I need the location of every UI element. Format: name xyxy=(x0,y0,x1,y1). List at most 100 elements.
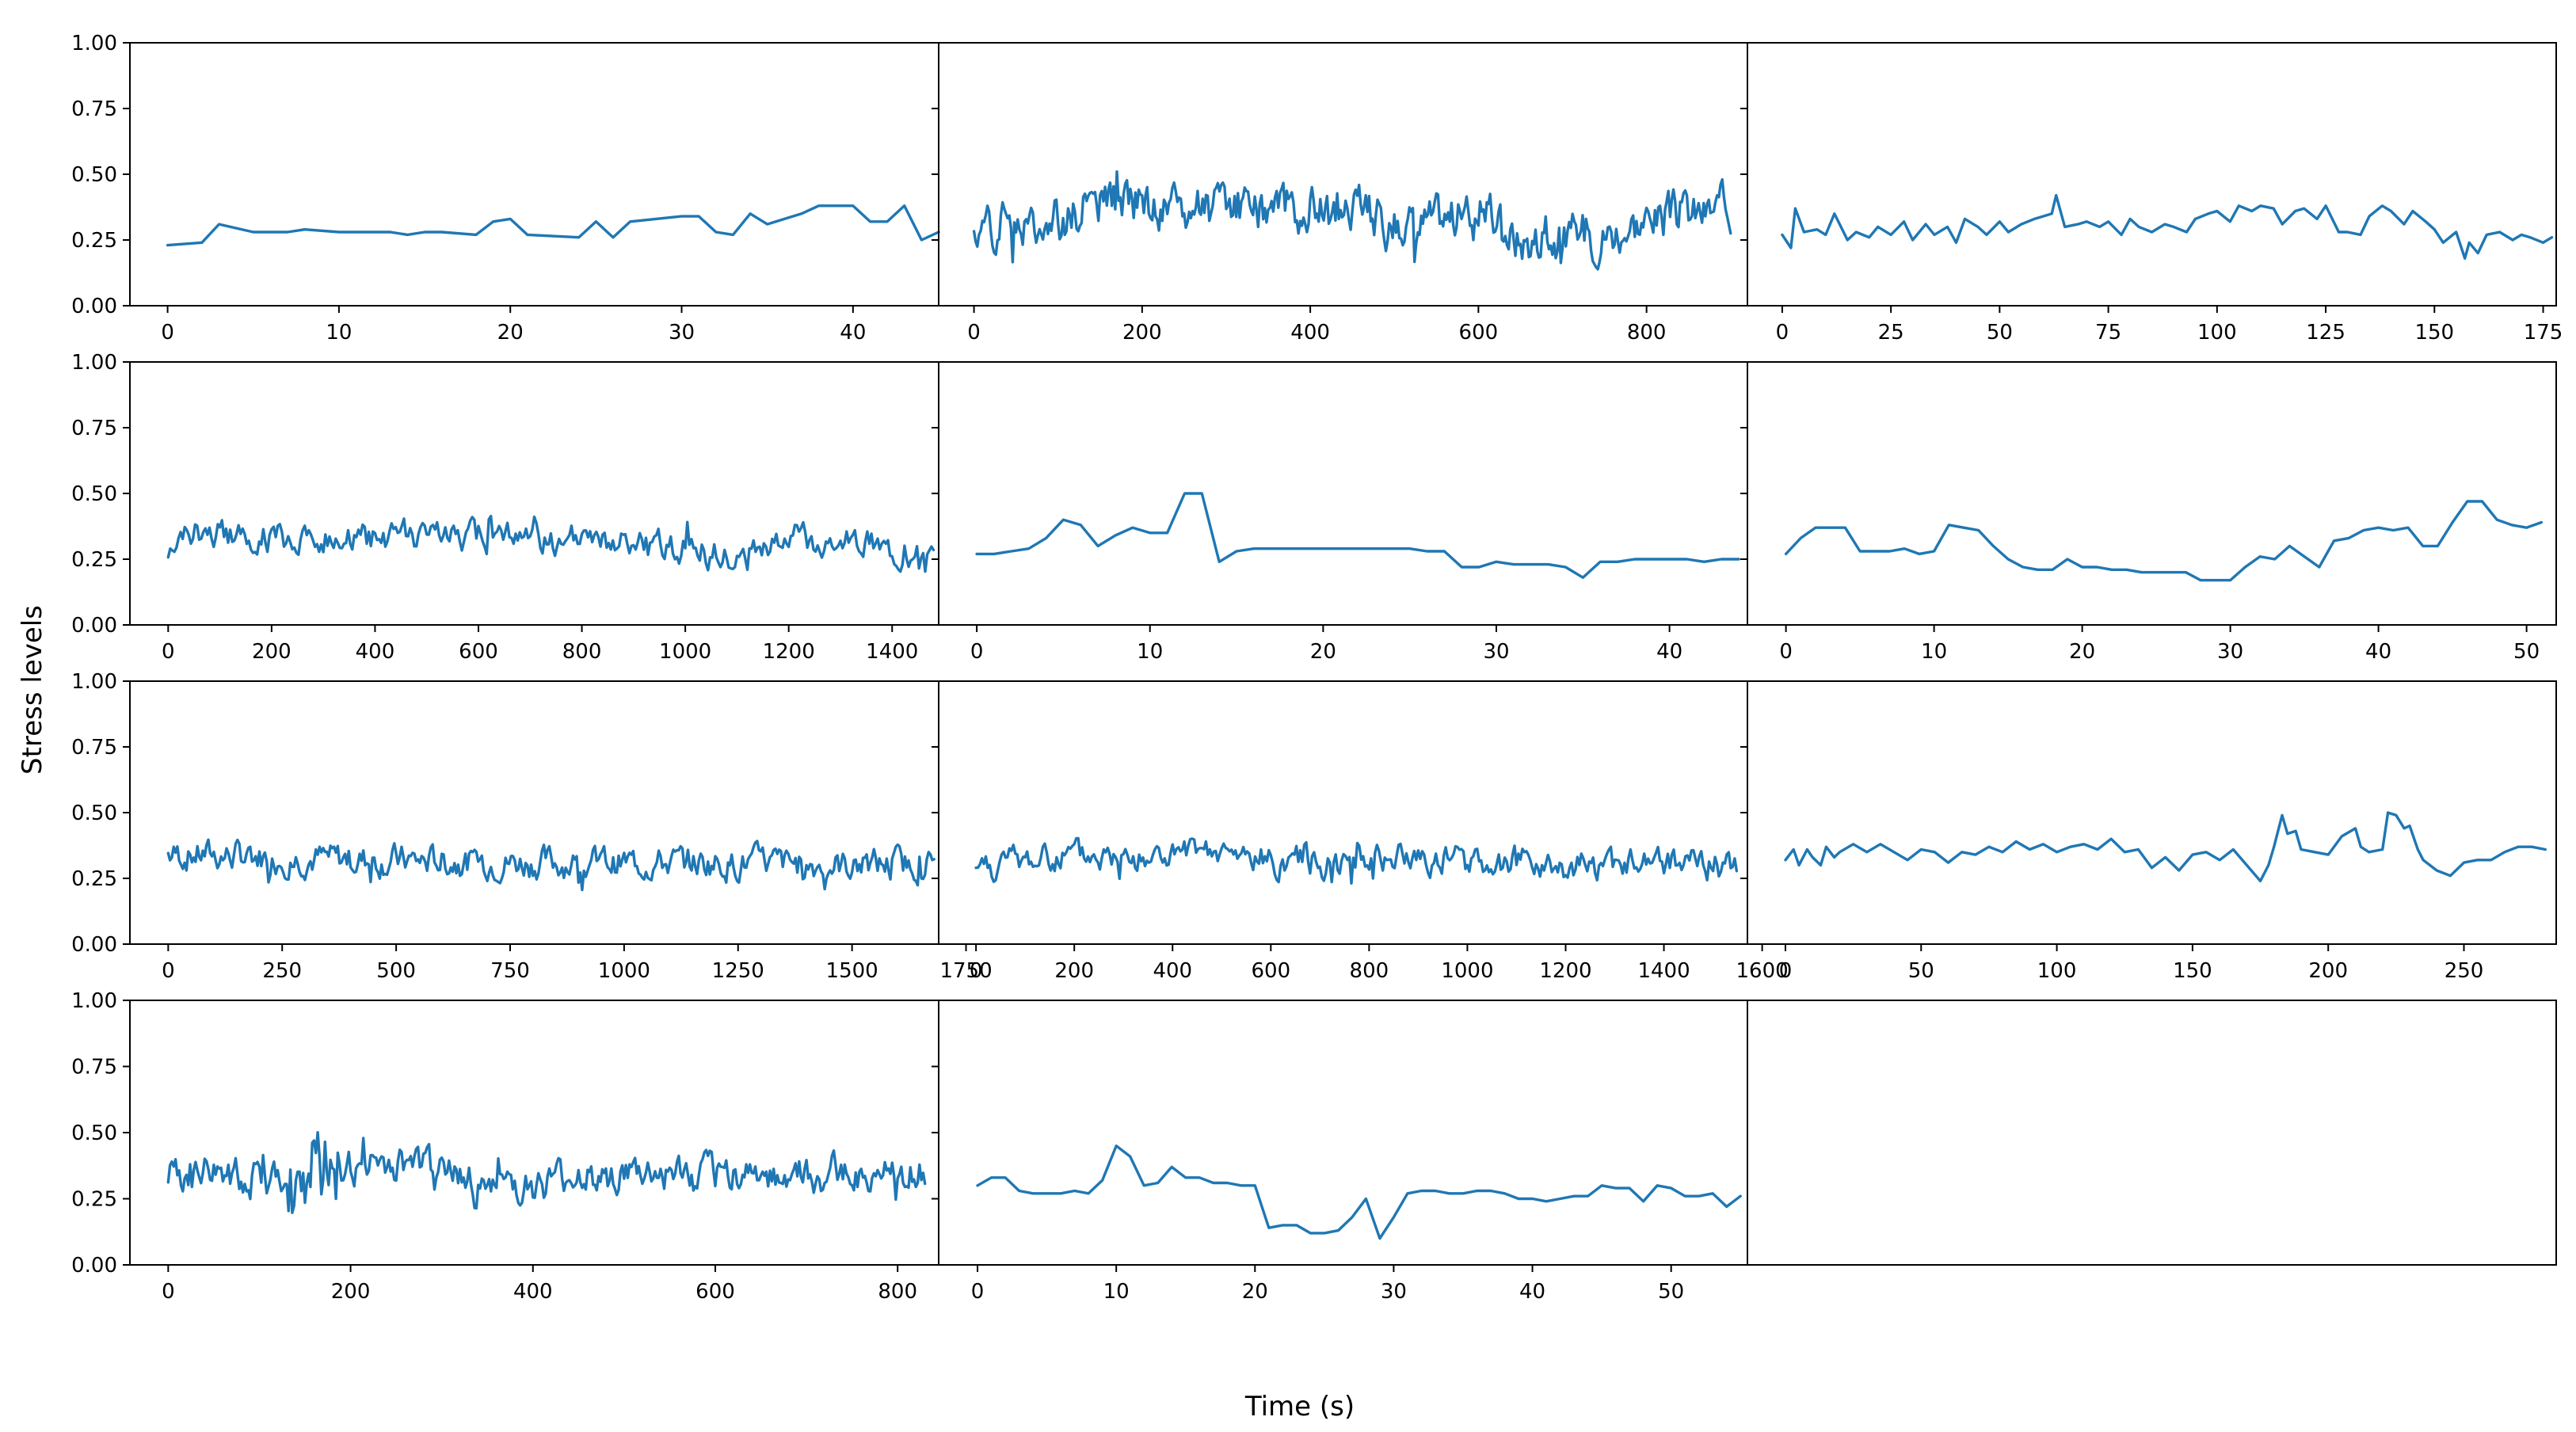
x-tick-label: 250 xyxy=(262,959,302,983)
x-tick-label: 1200 xyxy=(1539,959,1591,983)
x-tick-label: 600 xyxy=(459,640,498,664)
x-tick-label: 600 xyxy=(1251,959,1290,983)
panel-3: 0 25 50 75 100 125 150 175 xyxy=(1740,42,2563,345)
y-tick-label: 1.00 xyxy=(71,32,117,55)
x-tick-label: 400 xyxy=(513,1280,553,1304)
x-tick-label: 10 xyxy=(326,321,352,345)
x-tick-label: 1400 xyxy=(1637,959,1690,983)
x-tick-label: 40 xyxy=(1656,640,1682,664)
x-tick-label: 40 xyxy=(1519,1280,1545,1304)
x-tick-label: 800 xyxy=(562,640,602,664)
y-tick-label: 0.00 xyxy=(71,295,117,318)
stress-series-line xyxy=(972,170,1732,271)
y-tick-label: 0.50 xyxy=(71,1122,117,1145)
stress-series-line xyxy=(976,1144,1742,1240)
y-axis-label: Stress levels xyxy=(17,605,48,775)
panel-9: 0 50 100 150 200 250 xyxy=(1740,680,2557,983)
y-tick-label: 0.75 xyxy=(71,97,117,121)
x-tick-label: 0 xyxy=(971,1280,985,1304)
x-tick-label: 600 xyxy=(695,1280,735,1304)
y-tick-label: 0.75 xyxy=(71,417,117,440)
x-tick-label: 1000 xyxy=(659,640,711,664)
panel-grid: 0.000.250.500.751.000 10 20 30 40 0 200 400 600 8… xyxy=(71,32,2563,1304)
x-tick-label: 20 xyxy=(1310,640,1336,664)
x-tick-label: 0 xyxy=(967,321,981,345)
y-tick-label: 1.00 xyxy=(71,989,117,1013)
stress-series-line xyxy=(975,492,1740,579)
x-tick-label: 400 xyxy=(356,640,395,664)
x-tick-label: 125 xyxy=(2306,321,2345,345)
stress-series-line xyxy=(166,1131,927,1214)
panel-frame xyxy=(1747,1000,2557,1266)
x-tick-label: 20 xyxy=(497,321,524,345)
x-tick-label: 30 xyxy=(1483,640,1509,664)
x-tick-label: 50 xyxy=(2513,640,2540,664)
x-tick-label: 0 xyxy=(162,959,175,983)
x-tick-label: 50 xyxy=(1987,321,2013,345)
x-tick-label: 0 xyxy=(1779,640,1793,664)
x-tick-label: 10 xyxy=(1921,640,1947,664)
y-tick-label: 0.25 xyxy=(71,548,117,572)
panel-frame xyxy=(1747,680,2557,945)
x-tick-label: 1600 xyxy=(1736,959,1789,983)
x-tick-label: 400 xyxy=(1290,321,1330,345)
x-tick-label: 40 xyxy=(2365,640,2391,664)
x-tick-label: 30 xyxy=(1381,1280,1407,1304)
x-tick-label: 50 xyxy=(1908,959,1934,983)
x-tick-label: 30 xyxy=(669,321,695,345)
stress-series-line xyxy=(1784,500,2543,582)
x-tick-label: 200 xyxy=(2308,959,2348,983)
panel-11: 0 10 20 30 40 50 xyxy=(932,1000,1748,1304)
y-tick-label: 0.25 xyxy=(71,229,117,253)
y-tick-label: 1.00 xyxy=(71,670,117,694)
panel-frame xyxy=(129,680,939,945)
x-tick-label: 1200 xyxy=(763,640,815,664)
y-tick-label: 0.50 xyxy=(71,163,117,187)
panel-5: 0 10 20 30 40 xyxy=(932,361,1748,664)
panel-7: 0.00 0.25 0.50 0.75 1.00 0 250 500 750 1000 1250 15… xyxy=(71,670,993,983)
x-tick-label: 1000 xyxy=(598,959,650,983)
x-tick-label: 50 xyxy=(1658,1280,1684,1304)
stress-series-line xyxy=(1781,193,2554,260)
panel-frame xyxy=(1747,361,2557,626)
panel-4: 0.00 0.25 0.50 0.75 1.00 0 200 400 600 800 1000 120… xyxy=(71,351,939,664)
panel-frame xyxy=(938,42,1748,307)
x-tick-label: 200 xyxy=(1122,321,1162,345)
panel-10: 0.00 0.25 0.50 0.75 1.00 0 200 400 600 800 xyxy=(71,989,939,1304)
panel-6: 0 10 20 30 40 50 xyxy=(1740,361,2557,664)
panel-frame xyxy=(938,361,1748,626)
stress-series-line xyxy=(1784,811,2547,882)
stress-series-line xyxy=(166,838,936,892)
x-tick-label: 1250 xyxy=(712,959,764,983)
x-tick-label: 175 xyxy=(2524,321,2563,345)
y-tick-label: 0.25 xyxy=(71,1188,117,1212)
panel-frame xyxy=(129,42,939,307)
x-tick-label: 800 xyxy=(878,1280,917,1304)
x-tick-label: 500 xyxy=(376,959,416,983)
y-tick-label: 0.00 xyxy=(71,614,117,638)
x-tick-label: 30 xyxy=(2217,640,2243,664)
x-tick-label: 150 xyxy=(2173,959,2212,983)
panel-2: 0 200 400 600 800 xyxy=(932,42,1748,345)
x-tick-label: 150 xyxy=(2414,321,2454,345)
panel-frame xyxy=(1747,42,2557,307)
x-tick-label: 0 xyxy=(1779,959,1793,983)
x-tick-label: 0 xyxy=(162,1280,175,1304)
y-tick-label: 0.25 xyxy=(71,867,117,891)
x-tick-label: 400 xyxy=(1153,959,1192,983)
x-tick-label: 200 xyxy=(331,1280,371,1304)
x-tick-label: 25 xyxy=(1878,321,1904,345)
panel-frame xyxy=(129,1000,939,1266)
x-axis-label: Time (s) xyxy=(1244,1391,1355,1422)
y-tick-label: 0.50 xyxy=(71,802,117,825)
stress-series-line xyxy=(166,204,940,247)
panel-frame xyxy=(129,361,939,626)
x-tick-label: 100 xyxy=(2037,959,2077,983)
x-tick-label: 75 xyxy=(2095,321,2121,345)
x-tick-label: 250 xyxy=(2445,959,2484,983)
x-tick-label: 0 xyxy=(1776,321,1789,345)
x-tick-label: 800 xyxy=(1627,321,1667,345)
x-tick-label: 600 xyxy=(1459,321,1499,345)
x-tick-label: 40 xyxy=(840,321,866,345)
